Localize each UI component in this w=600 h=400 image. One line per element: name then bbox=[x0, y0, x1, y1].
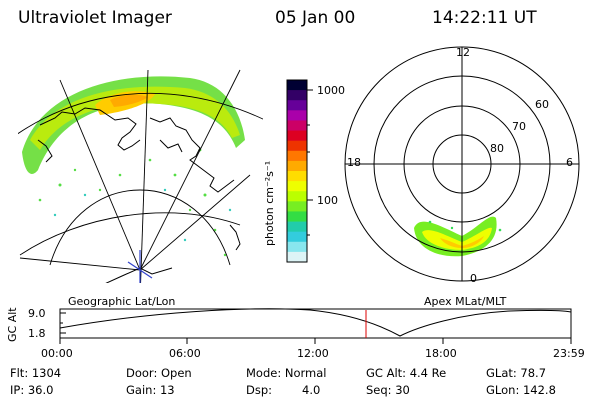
colorbar bbox=[286, 79, 313, 263]
mlt-label-18: 18 bbox=[347, 156, 361, 169]
colorbar-swatch bbox=[287, 171, 307, 182]
status-seq: Seq: 30 bbox=[366, 383, 410, 397]
timeline-xtick-1800: 18:00 bbox=[425, 347, 457, 360]
colorbar-swatch bbox=[287, 191, 307, 202]
polar-mlt-plot bbox=[344, 46, 580, 282]
mlt-label-6: 6 bbox=[566, 156, 573, 169]
colorbar-swatch bbox=[287, 110, 307, 122]
header-time: 14:22:11 UT bbox=[432, 8, 537, 28]
timeline-xtick-1200: 12:00 bbox=[297, 347, 329, 360]
polar-panel-label: Apex MLat/MLT bbox=[424, 295, 507, 308]
timeline-ytick-1_8: 1.8 bbox=[28, 327, 46, 340]
timeline-y-label: GC Alt bbox=[6, 307, 19, 342]
colorbar-swatch bbox=[287, 150, 307, 162]
colorbar-swatch bbox=[287, 140, 307, 152]
mlat-label-60: 60 bbox=[535, 98, 549, 111]
colorbar-swatch bbox=[287, 181, 307, 192]
status-door: Door: Open bbox=[126, 366, 192, 380]
colorbar-swatch bbox=[287, 201, 307, 213]
timeline-xtick-0600: 06:00 bbox=[169, 347, 201, 360]
colorbar-swatch bbox=[287, 241, 307, 253]
timeline-xtick-2359: 23:59 bbox=[553, 347, 585, 360]
colorbar-swatch bbox=[287, 80, 307, 91]
status-flight: Flt: 1304 bbox=[10, 366, 62, 380]
colorbar-tick-1000: 1000 bbox=[317, 84, 345, 97]
colorbar-swatch bbox=[287, 130, 307, 142]
mlat-label-80: 80 bbox=[490, 142, 504, 155]
colorbar-swatch bbox=[287, 120, 307, 132]
status-gc-alt: GC Alt: 4.4 Re bbox=[366, 366, 447, 380]
status-dsp-value: 4.0 bbox=[302, 383, 321, 397]
geographic-panel-label: Geographic Lat/Lon bbox=[68, 295, 176, 308]
status-glon: GLon: 142.8 bbox=[486, 383, 556, 397]
status-glat: GLat: 78.7 bbox=[486, 366, 547, 380]
instrument-title: Ultraviolet Imager bbox=[18, 8, 172, 28]
colorbar-swatch bbox=[287, 90, 307, 101]
status-dsp-label: Dsp: bbox=[246, 383, 273, 397]
colorbar-swatch bbox=[287, 251, 307, 263]
status-gain: Gain: 13 bbox=[126, 383, 175, 397]
altitude-curve bbox=[59, 308, 572, 337]
colorbar-unit-label: photon cm⁻²s⁻¹ bbox=[263, 160, 276, 246]
colorbar-swatch bbox=[287, 100, 307, 111]
colorbar-swatch bbox=[287, 160, 307, 172]
timeline-xtick-0000: 00:00 bbox=[41, 347, 73, 360]
mlt-label-0: 0 bbox=[470, 272, 477, 285]
status-mode: Mode: Normal bbox=[246, 366, 327, 380]
header-date: 05 Jan 00 bbox=[275, 8, 356, 28]
mlat-label-70: 70 bbox=[512, 120, 526, 133]
timeline-ytick-9: 9.0 bbox=[28, 307, 46, 320]
status-ip: IP: 36.0 bbox=[10, 383, 54, 397]
colorbar-swatch bbox=[287, 221, 307, 233]
colorbar-tick-100: 100 bbox=[317, 194, 338, 207]
colorbar-swatch bbox=[287, 211, 307, 223]
colorbar-swatch bbox=[287, 231, 307, 243]
altitude-timeline bbox=[59, 308, 572, 344]
geographic-map bbox=[18, 69, 263, 283]
mlt-label-12: 12 bbox=[456, 46, 470, 59]
